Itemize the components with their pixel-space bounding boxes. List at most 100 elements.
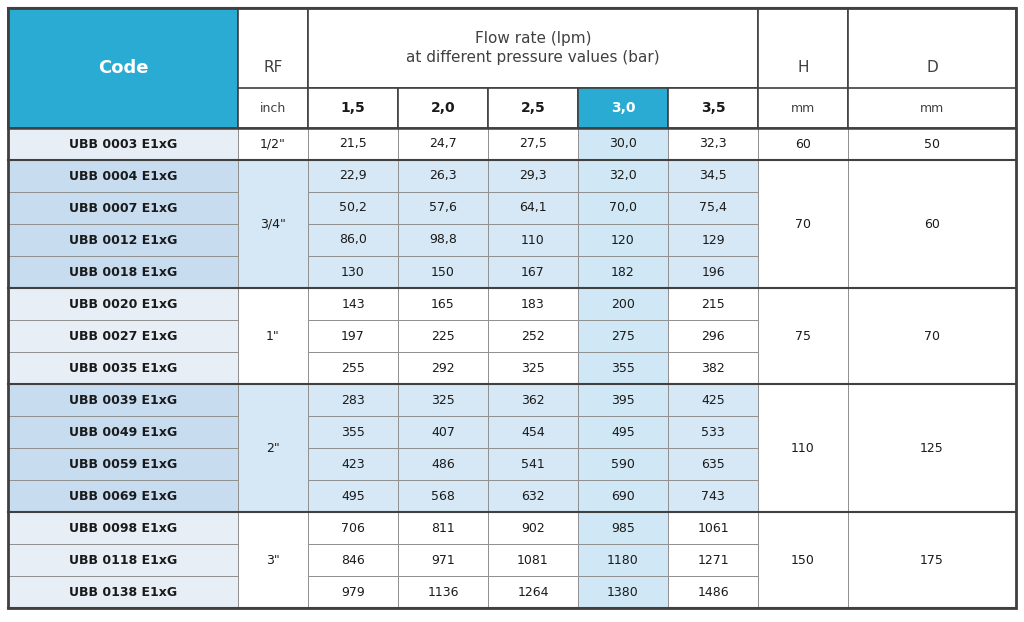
Text: UBB 0003 E1xG: UBB 0003 E1xG: [69, 137, 177, 151]
Text: 86,0: 86,0: [339, 233, 367, 246]
Text: RF: RF: [263, 60, 283, 75]
Text: UBB 0035 E1xG: UBB 0035 E1xG: [69, 361, 177, 374]
Bar: [398, 448, 488, 480]
Text: 60: 60: [924, 218, 940, 231]
Text: 454: 454: [521, 425, 545, 439]
Bar: [668, 88, 758, 128]
Text: UBB 0039 E1xG: UBB 0039 E1xG: [69, 394, 177, 407]
Bar: [668, 384, 758, 416]
Text: 60: 60: [795, 137, 811, 151]
Text: H: H: [798, 60, 809, 75]
Bar: [668, 448, 758, 480]
Text: 971: 971: [431, 554, 455, 567]
Bar: [668, 320, 758, 352]
Bar: [578, 352, 668, 384]
Text: mm: mm: [791, 101, 815, 114]
Bar: [668, 416, 758, 448]
Text: 120: 120: [611, 233, 635, 246]
Bar: [8, 512, 238, 544]
Bar: [8, 128, 238, 160]
Bar: [238, 128, 308, 160]
Text: 325: 325: [431, 394, 455, 407]
Text: UBB 0059 E1xG: UBB 0059 E1xG: [69, 458, 177, 470]
Text: 32,0: 32,0: [609, 170, 637, 182]
Bar: [398, 576, 488, 608]
Text: 130: 130: [341, 266, 365, 279]
Text: 1271: 1271: [697, 554, 729, 567]
Bar: [398, 288, 488, 320]
Bar: [8, 480, 238, 512]
Bar: [398, 224, 488, 256]
Text: 150: 150: [792, 554, 815, 567]
Bar: [308, 160, 398, 192]
Text: 1/2": 1/2": [260, 137, 286, 151]
Bar: [758, 288, 848, 384]
Bar: [488, 88, 578, 128]
Text: 1486: 1486: [697, 585, 729, 598]
Text: UBB 0012 E1xG: UBB 0012 E1xG: [69, 233, 177, 246]
Bar: [488, 352, 578, 384]
Bar: [758, 8, 848, 128]
Text: UBB 0004 E1xG: UBB 0004 E1xG: [69, 170, 177, 182]
Bar: [668, 288, 758, 320]
Text: 1,5: 1,5: [341, 101, 366, 115]
Bar: [848, 160, 1016, 288]
Bar: [308, 224, 398, 256]
Text: 1136: 1136: [427, 585, 459, 598]
Bar: [8, 352, 238, 384]
Text: 129: 129: [701, 233, 725, 246]
Bar: [848, 512, 1016, 608]
Bar: [398, 256, 488, 288]
Text: 632: 632: [521, 490, 545, 503]
Bar: [758, 128, 848, 160]
Text: 167: 167: [521, 266, 545, 279]
Bar: [398, 352, 488, 384]
Text: 3,5: 3,5: [700, 101, 725, 115]
Text: UBB 0007 E1xG: UBB 0007 E1xG: [69, 202, 177, 215]
Bar: [668, 256, 758, 288]
Text: 70: 70: [795, 218, 811, 231]
Text: 70,0: 70,0: [609, 202, 637, 215]
Bar: [8, 256, 238, 288]
Text: UBB 0098 E1xG: UBB 0098 E1xG: [69, 521, 177, 534]
Text: 743: 743: [701, 490, 725, 503]
Bar: [758, 384, 848, 512]
Bar: [668, 480, 758, 512]
Text: 902: 902: [521, 521, 545, 534]
Text: 196: 196: [701, 266, 725, 279]
Text: Flow rate (lpm)
at different pressure values (bar): Flow rate (lpm) at different pressure va…: [407, 30, 659, 65]
Text: 197: 197: [341, 330, 365, 343]
Bar: [848, 88, 1016, 128]
Bar: [398, 480, 488, 512]
Bar: [308, 480, 398, 512]
Text: 215: 215: [701, 297, 725, 310]
Text: UBB 0118 E1xG: UBB 0118 E1xG: [69, 554, 177, 567]
Bar: [578, 576, 668, 608]
Bar: [488, 544, 578, 576]
Bar: [578, 512, 668, 544]
Bar: [758, 512, 848, 608]
Text: 979: 979: [341, 585, 365, 598]
Bar: [238, 160, 308, 288]
Text: 395: 395: [611, 394, 635, 407]
Bar: [398, 192, 488, 224]
Text: 50: 50: [924, 137, 940, 151]
Text: UBB 0027 E1xG: UBB 0027 E1xG: [69, 330, 177, 343]
Text: 541: 541: [521, 458, 545, 470]
Bar: [578, 320, 668, 352]
Bar: [238, 512, 308, 608]
Text: UBB 0138 E1xG: UBB 0138 E1xG: [69, 585, 177, 598]
Bar: [8, 384, 238, 416]
Text: 75: 75: [795, 330, 811, 343]
Bar: [488, 512, 578, 544]
Text: 200: 200: [611, 297, 635, 310]
Bar: [8, 224, 238, 256]
Text: 30,0: 30,0: [609, 137, 637, 151]
Text: 21,5: 21,5: [339, 137, 367, 151]
Bar: [238, 8, 308, 128]
Bar: [8, 576, 238, 608]
Bar: [398, 544, 488, 576]
Bar: [308, 128, 398, 160]
Text: 985: 985: [611, 521, 635, 534]
Text: 183: 183: [521, 297, 545, 310]
